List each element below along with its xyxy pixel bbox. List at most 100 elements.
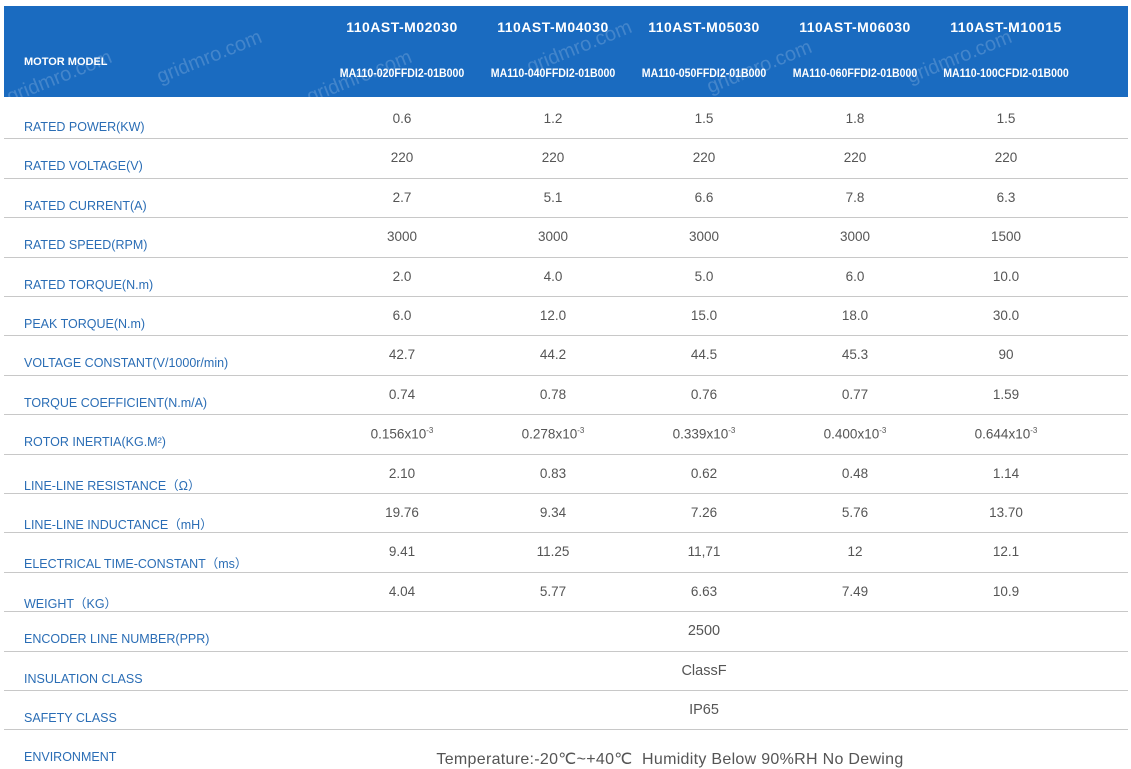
value-exponent: -3 <box>1030 426 1038 436</box>
row-divider <box>4 138 1128 139</box>
cell-value: 7.49 <box>841 583 869 599</box>
model-code: MA110-060FFDI2-01B000 <box>792 66 918 80</box>
header-label: MOTOR MODEL <box>24 56 108 68</box>
cell-value: 90 <box>998 347 1014 363</box>
value-base: 0.278x10 <box>521 426 578 442</box>
row-label: RATED TORQUE(N.m) <box>24 277 154 292</box>
row-divider <box>4 178 1128 179</box>
cell-value: 1.2 <box>543 111 563 126</box>
value-base: 0.339x10 <box>672 426 729 442</box>
cell-value: 15.0 <box>690 308 718 323</box>
cell-value: 0.76 <box>690 386 718 402</box>
cell-value: 220 <box>843 150 867 166</box>
cell-value: 1500 <box>990 229 1022 245</box>
cell-value: 12 <box>847 544 863 560</box>
cell-value: 7.26 <box>690 505 718 520</box>
cell-value: 1.5 <box>996 111 1016 126</box>
value-exponent: -3 <box>426 426 434 436</box>
row-divider <box>4 375 1128 376</box>
row-label: RATED SPEED(RPM) <box>24 238 148 253</box>
cell-value: 2.10 <box>388 465 416 481</box>
row-divider <box>4 335 1128 336</box>
row-label: ROTOR INERTIA(KG.M²) <box>24 435 166 450</box>
cell-value: 3000 <box>839 229 871 245</box>
cell-value: 12.0 <box>539 308 567 323</box>
cell-value: 19.76 <box>385 505 419 520</box>
cell-value: 3000 <box>688 229 720 245</box>
cell-value: 1.59 <box>992 386 1020 402</box>
cell-value: 1.5 <box>694 111 714 126</box>
row-label: ELECTRICAL TIME-CONSTANT（ms） <box>24 557 248 572</box>
cell-value: 0.339x10-3 <box>673 426 736 442</box>
row-label: ENCODER LINE NUMBER(PPR) <box>24 632 210 647</box>
cell-value: 6.63 <box>690 583 718 599</box>
cell-value: 5.76 <box>841 505 869 520</box>
value-exponent: -3 <box>879 426 887 436</box>
cell-value: 0.156x10-3 <box>371 426 434 442</box>
row-label: RATED VOLTAGE(V) <box>24 159 143 174</box>
value-base: 0.644x10 <box>974 426 1031 442</box>
model-name: 110AST-M06030 <box>799 19 911 35</box>
model-name: 110AST-M02030 <box>346 19 458 35</box>
model-name: 110AST-M04030 <box>497 19 609 35</box>
cell-value: 3000 <box>386 229 418 245</box>
cell-value: 2.0 <box>392 268 412 284</box>
cell-value: 5.77 <box>539 583 567 599</box>
cell-value: 45.3 <box>841 347 869 363</box>
watermark: gridmro.com <box>4 46 116 97</box>
cell-value: 18.0 <box>841 308 869 323</box>
cell-value: 9.34 <box>539 505 567 520</box>
span-value: Temperature:-20℃~+40℃ Humidity Below 90%… <box>436 751 904 769</box>
cell-value: 0.83 <box>539 465 567 481</box>
cell-value: 30.0 <box>992 308 1020 323</box>
row-divider <box>4 217 1128 218</box>
cell-value: 1.8 <box>845 111 865 126</box>
cell-value: 0.644x10-3 <box>975 426 1038 442</box>
cell-value: 10.0 <box>992 268 1020 284</box>
cell-value: 0.278x10-3 <box>522 426 585 442</box>
cell-value: 5.1 <box>543 189 563 205</box>
row-divider <box>4 414 1128 415</box>
cell-value: 220 <box>541 150 565 166</box>
cell-value: 0.78 <box>539 386 567 402</box>
row-label: VOLTAGE CONSTANT(V/1000r/min) <box>24 356 229 371</box>
span-value: IP65 <box>689 702 719 718</box>
value-exponent: -3 <box>728 426 736 436</box>
header-band: MOTOR MODEL gridmro.com gridmro.com gridmr… <box>4 6 1128 97</box>
cell-value: 0.48 <box>841 465 869 481</box>
value-exponent: -3 <box>577 426 585 436</box>
row-divider <box>4 532 1128 533</box>
cell-value: 0.400x10-3 <box>824 426 887 442</box>
cell-value: 6.6 <box>694 189 714 205</box>
row-divider <box>4 257 1128 258</box>
value-base: 0.156x10 <box>370 426 427 442</box>
cell-value: 10.9 <box>992 583 1020 599</box>
value-base: 0.400x10 <box>823 426 880 442</box>
cell-value: 3000 <box>537 229 569 245</box>
row-label: RATED POWER(KW) <box>24 120 145 134</box>
row-label: LINE-LINE INDUCTANCE（mH） <box>24 518 213 532</box>
cell-value: 0.62 <box>690 465 718 481</box>
row-label: PEAK TORQUE(N.m) <box>24 317 146 331</box>
span-value: 2500 <box>687 623 721 640</box>
model-name: 110AST-M10015 <box>950 19 1062 35</box>
row-divider <box>4 651 1128 652</box>
cell-value: 6.3 <box>996 189 1016 205</box>
row-label: SAFETY CLASS <box>24 711 117 725</box>
row-divider <box>4 572 1128 573</box>
row-divider <box>4 454 1128 455</box>
cell-value: 220 <box>692 150 716 166</box>
model-code: MA110-040FFDI2-01B000 <box>490 66 616 80</box>
cell-value: 44.2 <box>539 347 567 363</box>
cell-value: 0.77 <box>841 386 869 402</box>
cell-value: 4.04 <box>388 583 416 599</box>
cell-value: 7.8 <box>845 189 865 205</box>
row-label: ENVIRONMENT <box>24 750 117 765</box>
row-divider <box>4 493 1128 494</box>
cell-value: 0.6 <box>392 111 412 126</box>
model-code: MA110-050FFDI2-01B000 <box>641 66 767 80</box>
row-label: RATED CURRENT(A) <box>24 198 147 213</box>
watermark: gridmro.com <box>153 26 266 89</box>
